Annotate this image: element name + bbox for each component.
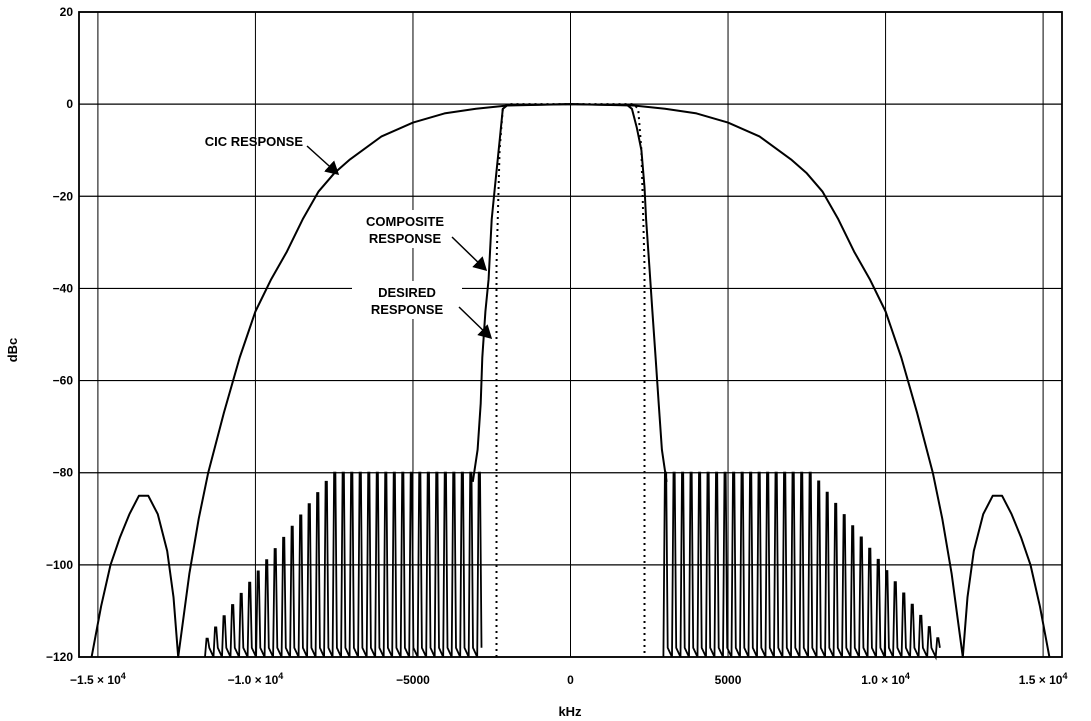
x-tick-label: 0: [567, 673, 574, 687]
x-tick-label: −5000: [396, 673, 430, 687]
cic-annotation: CIC RESPONSE: [205, 134, 340, 176]
composite-annotation: COMPOSITE RESPONSE: [350, 210, 488, 272]
y-tick-label: −120: [46, 650, 73, 664]
y-tick-label: −100: [46, 558, 73, 572]
x-tick-label: 1.0 × 104: [861, 671, 910, 687]
cic-annotation-arrow: [306, 145, 340, 176]
x-axis-label: kHz: [558, 704, 582, 719]
x-tick-label: −1.5 × 104: [70, 671, 126, 687]
desired-response-line: [495, 103, 646, 657]
x-tick-label: −1.0 × 104: [228, 671, 284, 687]
x-tick-label: 1.5 × 104: [1019, 671, 1068, 687]
chart-ticks: 20 0 −20 −40 −60 −80 −100 −120 −1.5 × 104 −1.0 × …: [46, 5, 1067, 687]
chart-frame: [78, 11, 1063, 658]
desired-annotation-text: RESPONSE: [371, 302, 444, 317]
composite-annotation-text: COMPOSITE: [366, 214, 444, 229]
y-axis-label: dBc: [5, 338, 20, 363]
chart-series: [90, 103, 1051, 661]
x-tick-label: 5000: [715, 673, 742, 687]
chart-grid: [79, 11, 1062, 658]
desired-annotation-arrow: [458, 306, 493, 340]
desired-annotation: DESIRED RESPONSE: [352, 281, 493, 340]
plot-frame: [78, 11, 1063, 658]
composite-annotation-text: RESPONSE: [369, 231, 442, 246]
y-tick-label: −60: [53, 374, 74, 388]
chart-annotations: CIC RESPONSE COMPOSITE RESPONSE DESIRED RESP…: [205, 134, 493, 340]
y-tick-label: 0: [66, 97, 73, 111]
desired-annotation-text: DESIRED: [378, 285, 436, 300]
y-tick-label: −80: [53, 466, 74, 480]
y-tick-label: 20: [60, 5, 74, 19]
y-tick-label: −40: [53, 281, 74, 295]
y-tick-label: −20: [53, 189, 74, 203]
composite-response-line: [471, 103, 668, 483]
right-stopband-ripple: [662, 471, 941, 661]
composite-annotation-arrow: [451, 236, 488, 272]
cic-annotation-text: CIC RESPONSE: [205, 134, 304, 149]
left-stopband-ripple: [204, 471, 483, 658]
